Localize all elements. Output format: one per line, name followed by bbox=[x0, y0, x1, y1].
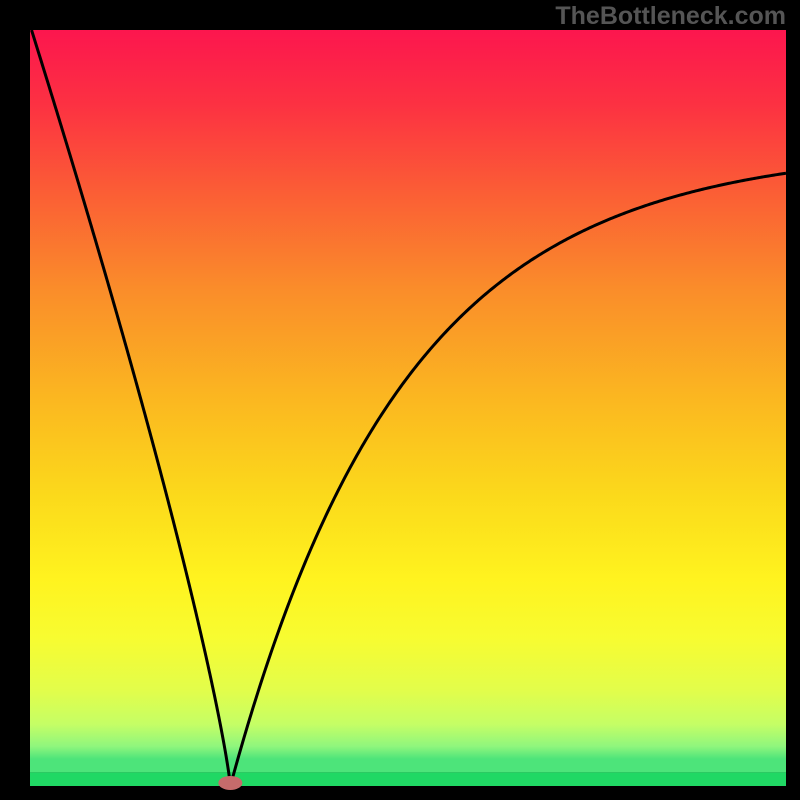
minimum-marker bbox=[218, 776, 242, 790]
watermark-text: TheBottleneck.com bbox=[555, 2, 786, 30]
chart-gradient-background bbox=[30, 30, 786, 772]
chart-baseline-band bbox=[30, 772, 786, 786]
bottleneck-chart: TheBottleneck.com bbox=[0, 0, 800, 800]
